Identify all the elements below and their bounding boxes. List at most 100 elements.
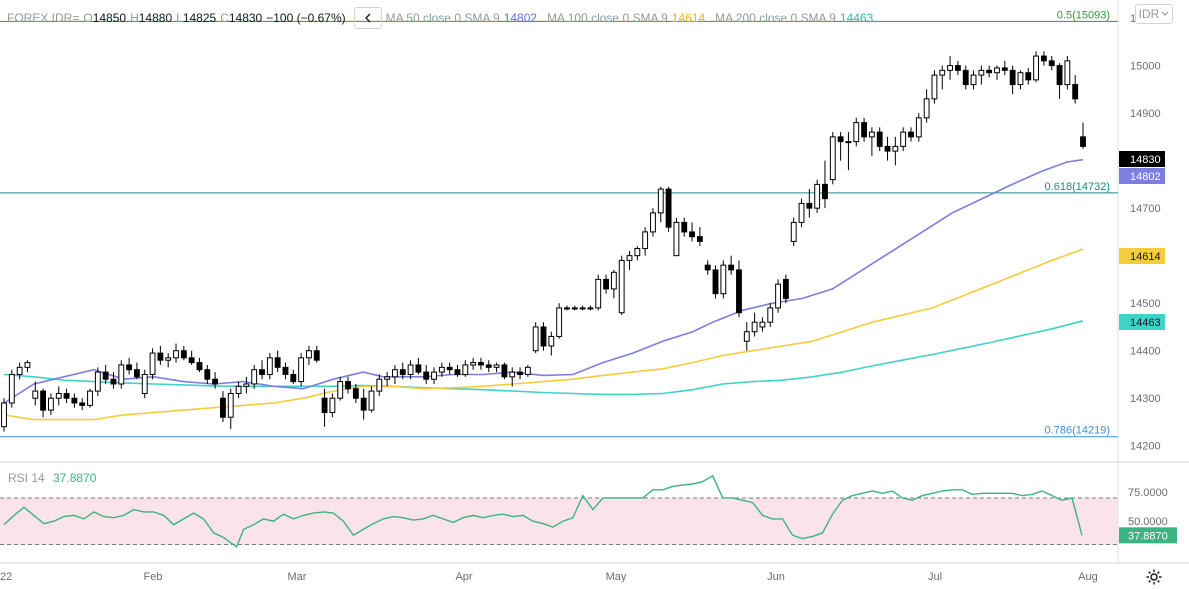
candle-body: [376, 378, 383, 392]
price-axis-tick: 14300: [1130, 393, 1161, 405]
candle-body: [696, 236, 703, 242]
candle-body: [689, 231, 695, 238]
rsi-label: RSI 14: [8, 471, 45, 485]
candle: [775, 279, 781, 313]
candle-body: [524, 366, 531, 375]
candle-body: [345, 381, 351, 390]
candle: [438, 362, 445, 377]
candle: [235, 381, 242, 399]
candle: [689, 222, 695, 242]
candle-body: [133, 369, 140, 378]
price-axis-tick: 14200: [1130, 441, 1161, 453]
gear-icon[interactable]: [1145, 568, 1163, 586]
time-axis-tick: Apr: [455, 571, 472, 583]
candle-body: [173, 350, 179, 359]
candle: [478, 357, 484, 370]
candle-body: [313, 350, 320, 361]
candle: [392, 364, 398, 384]
candle: [266, 353, 273, 380]
candle-body: [462, 364, 469, 375]
candle: [603, 274, 609, 294]
candle: [868, 127, 875, 156]
candle-body: [564, 307, 570, 310]
rsi-line: [3, 474, 1083, 548]
candle: [1056, 63, 1063, 99]
collapse-legend-button[interactable]: [353, 7, 382, 29]
candle-body: [642, 231, 649, 250]
candle: [704, 260, 711, 275]
candle: [1, 398, 7, 432]
candle-body: [947, 65, 954, 71]
currency-label: IDR: [1138, 7, 1160, 21]
price-tag-bg: [1119, 151, 1165, 167]
candle: [399, 362, 406, 380]
chevron-down-icon: [1161, 11, 1169, 16]
candle-body: [822, 183, 828, 200]
candle: [384, 372, 391, 387]
candle-body: [571, 307, 578, 310]
candle: [102, 364, 109, 384]
candle: [517, 367, 523, 380]
candle: [8, 369, 15, 408]
rsi-tag-bg: [1119, 527, 1177, 544]
candle-body: [47, 397, 54, 411]
candle: [908, 127, 914, 142]
candle: [298, 353, 305, 387]
candle: [939, 65, 946, 90]
candle-body: [759, 321, 766, 328]
candle: [1009, 65, 1016, 95]
candle-body: [337, 381, 344, 399]
rsi-value: 37.8870: [53, 471, 97, 485]
currency-button[interactable]: IDR: [1135, 4, 1173, 24]
candle-body: [16, 366, 23, 375]
price-axis-tick: 14900: [1130, 108, 1161, 120]
candle: [767, 303, 774, 327]
candle-body: [1017, 72, 1024, 86]
candle: [509, 367, 516, 387]
candle: [822, 160, 828, 209]
candle: [782, 274, 789, 304]
time-axis-tick: Jul: [928, 571, 942, 583]
candle-body: [118, 364, 125, 385]
high-label: H: [130, 11, 139, 25]
time-axis-tick: Jun: [767, 571, 785, 583]
candle-body: [1056, 65, 1063, 86]
candle: [720, 260, 727, 299]
candle-body: [40, 390, 47, 411]
candle: [743, 322, 750, 351]
candle: [141, 369, 148, 399]
candle: [345, 376, 351, 394]
candle-body: [1080, 136, 1086, 147]
time-axis-tick: Aug: [1078, 571, 1098, 583]
candle-body: [392, 369, 398, 378]
candle-body: [540, 326, 547, 347]
candle: [751, 312, 758, 337]
candle: [40, 388, 47, 418]
candle-body: [751, 321, 758, 333]
candle: [290, 369, 297, 384]
candle: [63, 388, 70, 403]
candle-body: [235, 385, 242, 394]
candle-body: [87, 390, 93, 406]
candle-body: [908, 131, 914, 138]
high-value: 14880: [138, 11, 173, 25]
candle-body: [63, 392, 70, 399]
candle: [579, 305, 586, 311]
candle-body: [861, 122, 867, 138]
ma50-line: [3, 158, 1084, 404]
candle-body: [1072, 84, 1079, 100]
candle-body: [493, 364, 500, 368]
candle-body: [180, 350, 187, 359]
candle: [986, 65, 993, 78]
fib-level-label: 0.5(15093): [1057, 9, 1110, 21]
candle: [923, 89, 930, 123]
candle-body: [900, 131, 907, 147]
candle: [954, 60, 961, 76]
candle-body: [157, 352, 164, 361]
candle-body: [149, 352, 156, 375]
candle-body: [110, 378, 117, 385]
time-axis-tick: Mar: [288, 571, 307, 583]
candle: [188, 350, 195, 365]
rsi-value-tag: 37.8870: [1119, 527, 1177, 544]
candle-body: [438, 366, 445, 373]
